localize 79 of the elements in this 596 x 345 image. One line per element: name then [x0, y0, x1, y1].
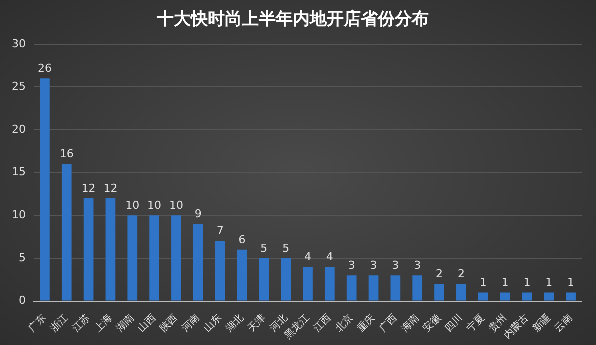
data-label: 3	[370, 258, 378, 272]
x-tick-label: 四川	[442, 312, 466, 335]
bar	[128, 216, 138, 301]
data-label: 1	[546, 276, 553, 290]
data-label: 1	[502, 276, 509, 290]
bar	[84, 198, 94, 301]
data-label: 12	[104, 182, 118, 195]
bar	[62, 164, 72, 301]
data-label: 2	[436, 268, 444, 281]
data-label: 3	[348, 258, 356, 272]
x-tick-label: 湖北	[224, 312, 246, 335]
x-tick-label: 天津	[245, 312, 268, 335]
bar	[544, 292, 554, 301]
y-tick-label: 0	[18, 294, 26, 308]
bar	[346, 276, 357, 301]
x-tick-label: 山东	[202, 312, 224, 335]
chart-title: 十大快时尚上半年内地开店省份分布	[156, 10, 429, 30]
x-tick-label: 海南	[398, 312, 422, 335]
bar	[478, 292, 488, 301]
bar	[456, 284, 466, 301]
y-tick-label: 15	[12, 166, 26, 179]
x-tick-label: 浙江	[48, 312, 71, 335]
data-label: 3	[414, 258, 422, 272]
x-tick-label: 云南	[552, 312, 575, 335]
x-tick-label: 江西	[311, 312, 334, 335]
bar	[566, 292, 576, 301]
x-tick-label: 广西	[377, 312, 400, 335]
x-tick-label: 湖南	[114, 312, 137, 335]
bar	[303, 267, 313, 301]
data-label: 9	[194, 208, 202, 221]
y-tick-label: 30	[12, 37, 26, 50]
y-tick-label: 10	[12, 208, 26, 222]
bar	[434, 284, 444, 301]
x-tick-label: 北京	[333, 312, 356, 335]
x-tick-label: 宁夏	[464, 312, 488, 335]
data-label: 1	[480, 276, 487, 290]
data-label: 3	[392, 258, 400, 272]
data-label: 10	[148, 199, 162, 212]
bar	[324, 267, 335, 301]
bar	[259, 258, 270, 301]
bar	[106, 198, 116, 301]
x-tick-label: 广东	[26, 312, 49, 335]
x-tick-label: 安徽	[420, 312, 444, 335]
x-tick-label: 新疆	[530, 312, 554, 335]
data-label: 2	[458, 268, 465, 281]
data-label: 1	[524, 276, 531, 290]
data-label: 10	[126, 199, 140, 212]
data-label: 1	[568, 276, 575, 290]
y-tick-label: 20	[12, 122, 26, 136]
data-label: 4	[304, 250, 312, 264]
data-label: 12	[82, 182, 96, 195]
bar	[522, 292, 532, 301]
data-label: 16	[60, 148, 74, 161]
data-label: 7	[216, 224, 224, 238]
bar	[390, 276, 401, 301]
x-tick-label: 陕西	[158, 312, 180, 335]
bar	[237, 250, 248, 301]
y-tick-label: 5	[18, 251, 26, 264]
bar	[172, 216, 182, 301]
x-tick-label: 上海	[92, 312, 115, 335]
x-tick-label: 山西	[136, 312, 159, 335]
x-tick-label: 江苏	[70, 312, 93, 335]
bar	[500, 292, 510, 301]
bar	[412, 276, 423, 301]
bar	[281, 258, 292, 301]
bar	[193, 224, 204, 301]
bar	[368, 276, 379, 301]
data-label: 10	[169, 199, 184, 212]
data-label: 6	[238, 233, 246, 246]
data-label: 5	[260, 242, 268, 255]
bar	[150, 216, 160, 301]
data-label: 26	[38, 62, 52, 76]
x-tick-label: 河南	[180, 312, 202, 335]
x-tick-label: 重庆	[355, 312, 378, 335]
data-label: 4	[326, 250, 334, 264]
data-label: 5	[282, 242, 290, 255]
bar	[40, 78, 50, 301]
bar	[215, 241, 226, 301]
y-tick-label: 25	[12, 80, 26, 94]
